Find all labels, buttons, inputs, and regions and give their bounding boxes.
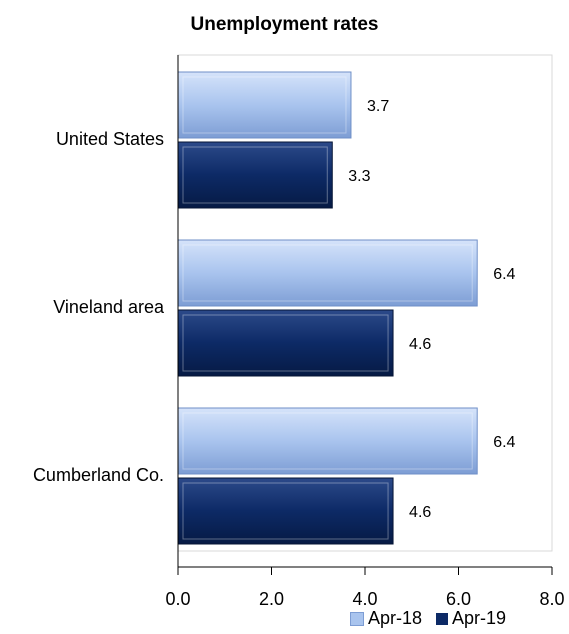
bar-apr-18-cumberland-co — [177, 407, 478, 475]
legend-label-apr-19: Apr-19 — [452, 608, 507, 628]
bar-apr-18-united-states — [177, 71, 352, 139]
data-label-apr-18-cumberland-co: 6.4 — [493, 434, 515, 451]
bar-bevel-apr-19-vineland-area — [182, 314, 389, 372]
bar-apr-18-vineland-area — [177, 239, 478, 307]
bar-bevel-apr-18-cumberland-co — [182, 412, 473, 470]
legend-swatch-apr-19 — [436, 612, 449, 625]
data-label-apr-19-cumberland-co: 4.6 — [409, 504, 431, 521]
legend-item-apr-18: Apr-18 — [350, 608, 422, 629]
x-tick-label: 2.0 — [259, 589, 284, 609]
data-label-apr-19-vineland-area: 4.6 — [409, 336, 431, 353]
data-label-apr-19-united-states: 3.3 — [348, 168, 370, 185]
category-label-vineland-area: Vineland area — [53, 297, 165, 317]
bar-apr-19-cumberland-co — [177, 477, 394, 545]
bar-bevel-apr-18-vineland-area — [182, 244, 473, 302]
bar-bevel-apr-19-cumberland-co — [182, 482, 389, 540]
legend-swatch-apr-18 — [350, 611, 364, 626]
data-label-apr-18-united-states: 3.7 — [367, 98, 389, 115]
x-tick-label: 6.0 — [446, 589, 471, 609]
x-tick-label: 8.0 — [539, 589, 564, 609]
legend: Apr-18 Apr-19 — [350, 608, 506, 629]
chart-title: Unemployment rates — [190, 14, 379, 35]
bar-bevel-apr-19-united-states — [182, 146, 328, 204]
category-label-united-states: United States — [56, 129, 164, 149]
x-tick-label: 0.0 — [165, 589, 190, 609]
bar-bevel-apr-18-united-states — [182, 76, 347, 134]
bar-apr-19-vineland-area — [177, 309, 394, 377]
bar-apr-19-united-states — [177, 141, 333, 209]
x-tick-label: 4.0 — [352, 589, 377, 609]
data-label-apr-18-vineland-area: 6.4 — [493, 266, 515, 283]
category-label-cumberland-co: Cumberland Co. — [33, 465, 164, 485]
legend-item-apr-19: Apr-19 — [436, 608, 506, 629]
legend-label-apr-18: Apr-18 — [368, 608, 423, 628]
